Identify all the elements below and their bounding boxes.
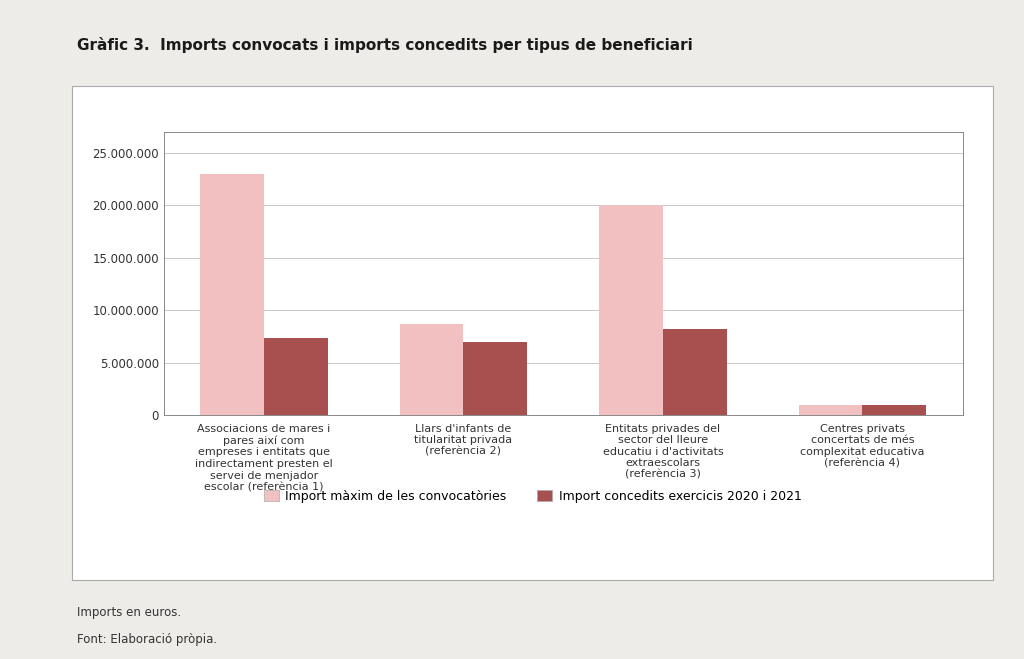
Bar xyxy=(663,329,727,415)
Bar xyxy=(200,174,264,415)
Bar xyxy=(599,205,663,415)
Text: Font: Elaboració pròpia.: Font: Elaboració pròpia. xyxy=(77,633,217,646)
Bar xyxy=(264,337,328,415)
Text: Imports en euros.: Imports en euros. xyxy=(77,606,181,619)
Bar xyxy=(399,324,464,415)
Bar xyxy=(862,405,927,415)
Bar xyxy=(799,405,862,415)
Legend: Import màxim de les convocatòries, Import concedits exercicis 2020 i 2021: Import màxim de les convocatòries, Impor… xyxy=(258,485,807,508)
Text: Gràfic 3.  Imports convocats i imports concedits per tipus de beneficiari: Gràfic 3. Imports convocats i imports co… xyxy=(77,37,692,53)
Bar xyxy=(464,342,527,415)
